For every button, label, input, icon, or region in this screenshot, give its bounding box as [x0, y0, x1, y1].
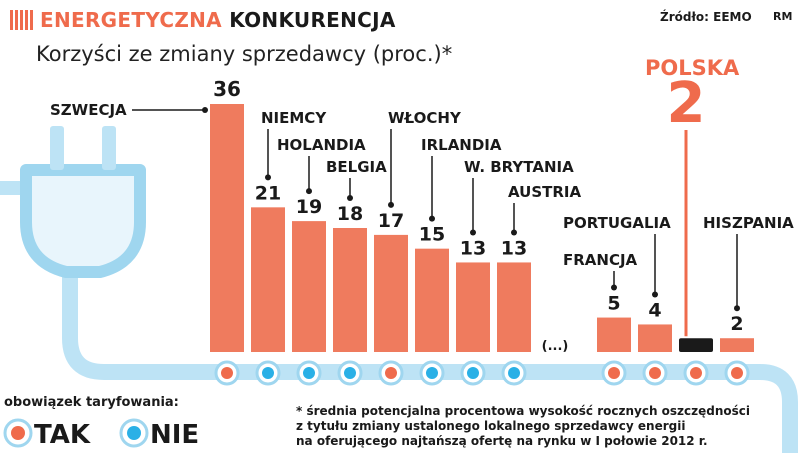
- value-label-szwecja: 36: [213, 77, 241, 101]
- tariff-dot-w-brytania: [467, 367, 479, 379]
- bar-w-brytania: [456, 262, 490, 352]
- tariff-dot-niemcy: [262, 367, 274, 379]
- tariff-dot-hiszpania: [731, 367, 743, 379]
- value-label-austria: 13: [501, 237, 527, 259]
- bars-layer: [210, 104, 754, 352]
- plug-prong: [102, 126, 116, 170]
- tariff-dots-layer: [3, 360, 750, 448]
- tariff-dot-austria: [508, 367, 520, 379]
- leader-dot-niemcy: [265, 174, 271, 181]
- tariff-dot-polska: [690, 367, 702, 379]
- legend-label-tak: TAK: [34, 420, 90, 450]
- legend-dot-tak: [11, 426, 25, 440]
- legend-title: obowiązek taryfowania:: [4, 395, 179, 410]
- bar-austria: [497, 262, 531, 352]
- leader-dot-w-brytania: [470, 229, 476, 236]
- value-label-belgia: 18: [337, 203, 363, 225]
- category-label-holandia: HOLANDIA: [277, 136, 366, 154]
- legend-dot-nie: [127, 426, 141, 440]
- leader-dot-portugalia: [652, 291, 658, 298]
- value-label-hiszpania: 2: [730, 313, 743, 335]
- value-label-francja: 5: [607, 293, 620, 315]
- category-label-niemcy: NIEMCY: [261, 109, 327, 127]
- value-label-w-brytania: 13: [460, 237, 486, 259]
- plug-prong: [50, 126, 64, 170]
- leader-dot-hiszpania: [734, 305, 740, 312]
- plug-body: [20, 164, 146, 278]
- tariff-dot-francja: [608, 367, 620, 379]
- bar-hiszpania: [720, 338, 754, 352]
- bar-irlandia: [415, 248, 449, 352]
- category-label-polska: POLSKA: [645, 56, 740, 80]
- tariff-dot-portugalia: [649, 367, 661, 379]
- legend-label-nie: NIE: [150, 420, 200, 450]
- footnote: * średnia potencjalna procentowa wysokoś…: [296, 404, 796, 449]
- footnote-line: z tytułu zmiany ustalonego lokalnego spr…: [296, 419, 686, 433]
- leader-dot-irlandia: [429, 215, 435, 222]
- ellipsis-label: (...): [542, 339, 569, 354]
- leader-dot-szwecja: [202, 107, 208, 113]
- tariff-dot-szwecja: [221, 367, 233, 379]
- leader-dot-holandia: [306, 188, 312, 195]
- value-label-irlandia: 15: [419, 224, 445, 246]
- bar-holandia: [292, 221, 326, 352]
- leader-dot-belgia: [347, 195, 353, 201]
- bar-francja: [597, 317, 631, 352]
- tariff-dot-belgia: [344, 367, 356, 379]
- leader-dot-włochy: [388, 201, 394, 208]
- value-label-polska: 2: [667, 71, 706, 136]
- bar-polska: [679, 338, 713, 352]
- value-label-niemcy: 21: [255, 182, 281, 204]
- title-rest: KONKURENCJA: [229, 8, 396, 32]
- leader-dot-francja: [611, 284, 617, 291]
- value-label-holandia: 19: [296, 196, 322, 218]
- bar-włochy: [374, 234, 408, 352]
- footnote-line: * średnia potencjalna procentowa wysokoś…: [296, 404, 751, 418]
- bar-szwecja: [210, 104, 244, 352]
- category-label-francja: FRANCJA: [563, 251, 638, 269]
- leader-dot-austria: [511, 229, 517, 236]
- source-note: Źródło: EEMO: [660, 10, 752, 24]
- title-highlight: ENERGETYCZNA: [40, 8, 222, 32]
- author-credit: RM: [773, 10, 793, 23]
- bar-portugalia: [638, 324, 672, 352]
- category-label-belgia: BELGIA: [326, 158, 387, 176]
- labels-layer: 36 SZWECJA 21 NIEMCY 19 HOLANDIA 18 BELGIA 17 WŁO…: [50, 56, 794, 354]
- category-label-austria: AUSTRIA: [508, 183, 581, 201]
- tariff-dot-holandia: [303, 367, 315, 379]
- bar-belgia: [333, 228, 367, 352]
- category-label-hiszpania: HISZPANIA: [703, 214, 794, 232]
- value-label-włochy: 17: [378, 210, 404, 232]
- category-label-włochy: WŁOCHY: [388, 109, 462, 127]
- bar-niemcy: [251, 207, 285, 352]
- category-label-portugalia: PORTUGALIA: [563, 214, 671, 232]
- category-label-irlandia: IRLANDIA: [421, 136, 502, 154]
- chart-subtitle: Korzyści ze zmiany sprzedawcy (proc.)*: [36, 42, 453, 66]
- tariff-dot-irlandia: [426, 367, 438, 379]
- category-label-w-brytania: W. BRYTANIA: [464, 158, 574, 176]
- tariff-dot-włochy: [385, 367, 397, 379]
- value-label-portugalia: 4: [648, 299, 661, 321]
- chart-title: ENERGETYCZNA KONKURENCJA: [10, 8, 396, 32]
- title-stripe-icon: [10, 10, 34, 30]
- footnote-line: na oferującego najtańszą ofertę na rynku…: [296, 434, 708, 448]
- category-label-szwecja: SZWECJA: [50, 101, 127, 119]
